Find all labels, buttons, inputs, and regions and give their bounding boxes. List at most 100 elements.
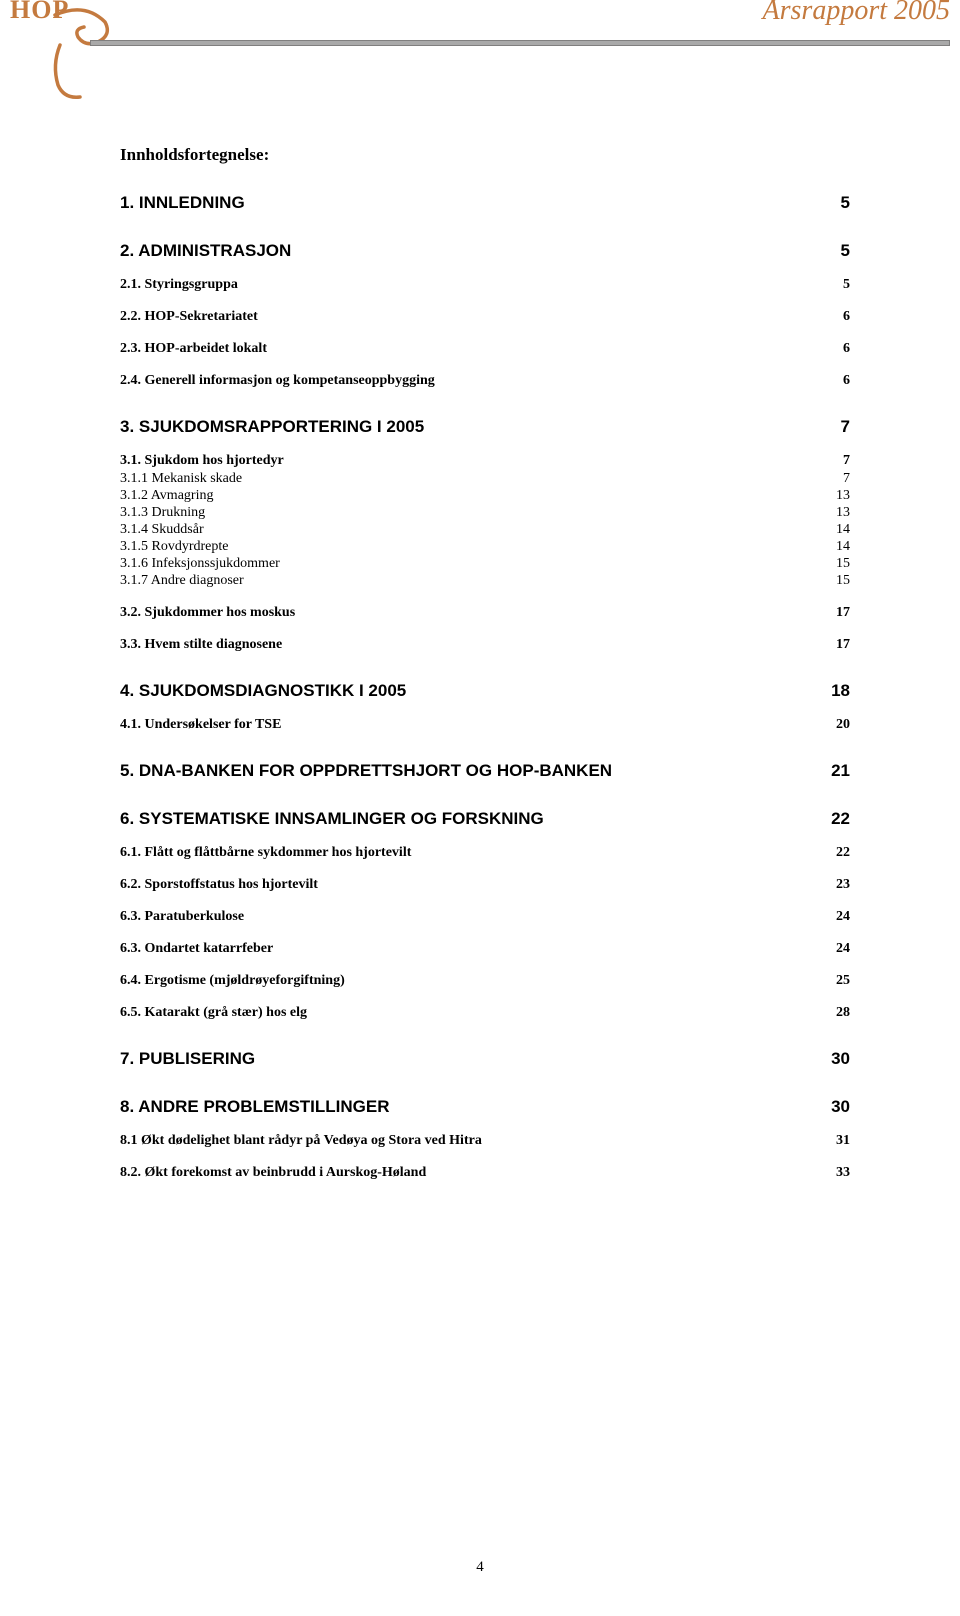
toc-entry-label: 3.1.1 Mekanisk skade <box>120 471 823 487</box>
toc-entry-page: 24 <box>816 941 850 957</box>
toc-entry-label: 2. ADMINISTRASJON <box>120 241 821 261</box>
toc-entry-label: 2.1. Styringsgruppa <box>120 277 823 293</box>
toc-entry-page: 17 <box>816 637 850 653</box>
toc-entry-label: 4. SJUKDOMSDIAGNOSTIKK I 2005 <box>120 681 811 701</box>
toc-entry-label: 3.1.5 Rovdyrdrepte <box>120 539 816 555</box>
page-header: HOP Årsrapport 2005 <box>120 0 850 85</box>
toc-entry: 6.3. Paratuberkulose24 <box>120 909 850 925</box>
toc-entry-label: 2.4. Generell informasjon og kompetanseo… <box>120 373 823 389</box>
toc-entry-label: 8.1 Økt dødelighet blant rådyr på Vedøya… <box>120 1133 816 1149</box>
page-number: 4 <box>0 1559 960 1576</box>
toc-entry: 4. SJUKDOMSDIAGNOSTIKK I 200518 <box>120 681 850 701</box>
content-area: Innholdsfortegnelse: 1. INNLEDNING52. AD… <box>120 85 850 1181</box>
toc-entry-label: 8. ANDRE PROBLEMSTILLINGER <box>120 1097 811 1117</box>
toc-entry-page: 15 <box>816 556 850 572</box>
toc-entry-page: 30 <box>811 1049 850 1069</box>
toc-entry-label: 1. INNLEDNING <box>120 193 821 213</box>
toc-entry-page: 15 <box>816 573 850 589</box>
toc-entry: 3.1.4 Skuddsår14 <box>120 522 850 538</box>
toc-entry-label: 6.3. Paratuberkulose <box>120 909 816 925</box>
toc-entry: 2.3. HOP-arbeidet lokalt6 <box>120 341 850 357</box>
toc-entry: 2.2. HOP-Sekretariatet6 <box>120 309 850 325</box>
toc-entry-label: 3.1.2 Avmagring <box>120 488 816 504</box>
toc-container: 1. INNLEDNING52. ADMINISTRASJON52.1. Sty… <box>120 193 850 1181</box>
toc-entry: 2. ADMINISTRASJON5 <box>120 241 850 261</box>
toc-entry-page: 5 <box>821 193 850 213</box>
toc-entry-page: 6 <box>823 309 850 325</box>
toc-entry: 6.3. Ondartet katarrfeber24 <box>120 941 850 957</box>
toc-entry-label: 7. PUBLISERING <box>120 1049 811 1069</box>
toc-entry-label: 2.2. HOP-Sekretariatet <box>120 309 823 325</box>
toc-entry-page: 30 <box>811 1097 850 1117</box>
toc-entry-label: 6.5. Katarakt (grå stær) hos elg <box>120 1005 816 1021</box>
toc-entry-page: 5 <box>821 241 850 261</box>
toc-entry-label: 3.2. Sjukdommer hos moskus <box>120 605 816 621</box>
toc-entry-page: 6 <box>823 341 850 357</box>
toc-entry-page: 7 <box>823 471 850 487</box>
toc-entry: 5. DNA-BANKEN FOR OPPDRETTSHJORT OG HOP-… <box>120 761 850 781</box>
toc-entry-page: 14 <box>816 522 850 538</box>
toc-entry-page: 17 <box>816 605 850 621</box>
toc-entry-page: 23 <box>816 877 850 893</box>
toc-entry: 3.1.5 Rovdyrdrepte14 <box>120 539 850 555</box>
toc-entry-label: 3.1.3 Drukning <box>120 505 816 521</box>
toc-entry-page: 13 <box>816 488 850 504</box>
toc-entry-label: 3.3. Hvem stilte diagnosene <box>120 637 816 653</box>
toc-entry-label: 4.1. Undersøkelser for TSE <box>120 717 816 733</box>
toc-entry-label: 8.2. Økt forekomst av beinbrudd i Aursko… <box>120 1165 816 1181</box>
toc-entry-label: 3. SJUKDOMSRAPPORTERING I 2005 <box>120 417 821 437</box>
toc-entry: 3.2. Sjukdommer hos moskus17 <box>120 605 850 621</box>
toc-entry-page: 22 <box>816 845 850 861</box>
toc-entry-page: 21 <box>811 761 850 781</box>
toc-entry: 8.1 Økt dødelighet blant rådyr på Vedøya… <box>120 1133 850 1149</box>
toc-entry: 7. PUBLISERING30 <box>120 1049 850 1069</box>
toc-entry-page: 28 <box>816 1005 850 1021</box>
toc-entry-page: 22 <box>811 809 850 829</box>
logo: HOP <box>10 0 130 105</box>
toc-entry-label: 2.3. HOP-arbeidet lokalt <box>120 341 823 357</box>
toc-title: Innholdsfortegnelse: <box>120 145 850 165</box>
toc-entry-page: 7 <box>823 453 850 469</box>
toc-entry-page: 5 <box>823 277 850 293</box>
toc-entry-label: 3.1. Sjukdom hos hjortedyr <box>120 453 823 469</box>
logo-swirl-icon <box>50 7 120 102</box>
toc-entry: 3.1.1 Mekanisk skade7 <box>120 471 850 487</box>
toc-entry-page: 24 <box>816 909 850 925</box>
toc-entry-page: 25 <box>816 973 850 989</box>
toc-entry: 2.4. Generell informasjon og kompetanseo… <box>120 373 850 389</box>
header-divider <box>90 40 950 46</box>
toc-entry: 4.1. Undersøkelser for TSE20 <box>120 717 850 733</box>
toc-entry: 3.1.6 Infeksjonssjukdommer15 <box>120 556 850 572</box>
toc-entry-page: 6 <box>823 373 850 389</box>
toc-entry-label: 3.1.4 Skuddsår <box>120 522 816 538</box>
toc-entry: 3.1.3 Drukning13 <box>120 505 850 521</box>
toc-entry-page: 31 <box>816 1133 850 1149</box>
toc-entry: 6.5. Katarakt (grå stær) hos elg28 <box>120 1005 850 1021</box>
toc-entry: 6.4. Ergotisme (mjøldrøyeforgiftning)25 <box>120 973 850 989</box>
toc-entry-page: 13 <box>816 505 850 521</box>
toc-entry: 1. INNLEDNING5 <box>120 193 850 213</box>
toc-entry: 6.1. Flått og flåttbårne sykdommer hos h… <box>120 845 850 861</box>
toc-entry-label: 3.1.7 Andre diagnoser <box>120 573 816 589</box>
toc-entry: 3. SJUKDOMSRAPPORTERING I 20057 <box>120 417 850 437</box>
toc-entry: 6. SYSTEMATISKE INNSAMLINGER OG FORSKNIN… <box>120 809 850 829</box>
toc-entry-page: 33 <box>816 1165 850 1181</box>
toc-entry-label: 6.4. Ergotisme (mjøldrøyeforgiftning) <box>120 973 816 989</box>
toc-entry: 8. ANDRE PROBLEMSTILLINGER30 <box>120 1097 850 1117</box>
toc-entry-page: 14 <box>816 539 850 555</box>
toc-entry-label: 6.1. Flått og flåttbårne sykdommer hos h… <box>120 845 816 861</box>
toc-entry-label: 6.2. Sporstoffstatus hos hjortevilt <box>120 877 816 893</box>
toc-entry: 6.2. Sporstoffstatus hos hjortevilt23 <box>120 877 850 893</box>
toc-entry-page: 18 <box>811 681 850 701</box>
toc-entry-label: 6.3. Ondartet katarrfeber <box>120 941 816 957</box>
toc-entry: 3.1. Sjukdom hos hjortedyr7 <box>120 453 850 469</box>
toc-entry: 3.1.2 Avmagring13 <box>120 488 850 504</box>
toc-entry: 8.2. Økt forekomst av beinbrudd i Aursko… <box>120 1165 850 1181</box>
toc-entry: 3.3. Hvem stilte diagnosene17 <box>120 637 850 653</box>
toc-entry: 2.1. Styringsgruppa5 <box>120 277 850 293</box>
toc-entry-page: 20 <box>816 717 850 733</box>
toc-entry-page: 7 <box>821 417 850 437</box>
document-page: HOP Årsrapport 2005 Innholdsfortegnelse:… <box>0 0 960 1616</box>
toc-entry-label: 5. DNA-BANKEN FOR OPPDRETTSHJORT OG HOP-… <box>120 761 811 781</box>
toc-entry-label: 3.1.6 Infeksjonssjukdommer <box>120 556 816 572</box>
